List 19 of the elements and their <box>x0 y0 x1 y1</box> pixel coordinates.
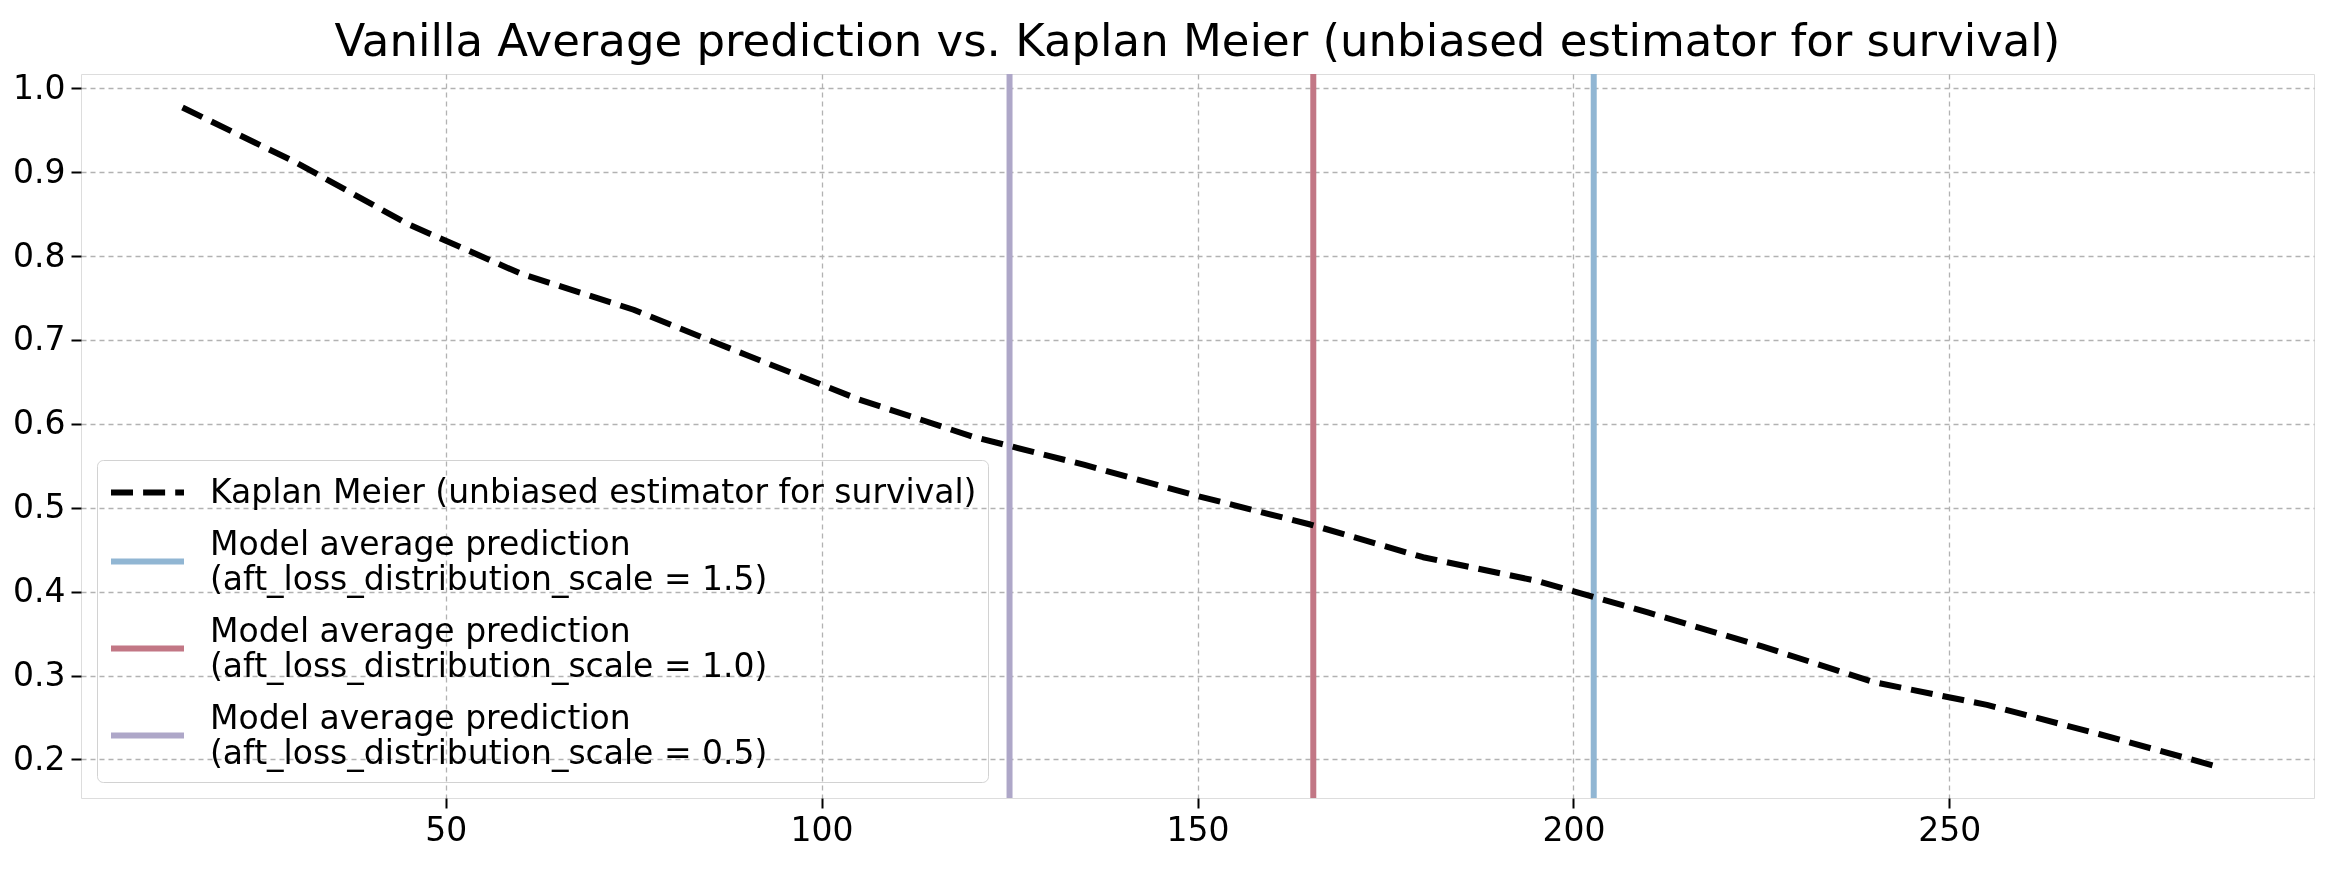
y-tick-label: 0.8 <box>13 235 66 275</box>
x-tick-label: 200 <box>1542 809 1606 849</box>
legend-label: Model average prediction (aft_loss_distribution_scale = 0.5) <box>210 697 768 772</box>
x-tick-label: 100 <box>790 809 854 849</box>
x-tick-label: 250 <box>1918 809 1982 849</box>
y-tick-label: 0.6 <box>13 403 66 443</box>
x-tick-label: 50 <box>425 809 468 849</box>
legend-label: Model average prediction (aft_loss_distribution_scale = 1.5) <box>210 523 768 598</box>
y-tick-label: 1.0 <box>13 67 66 107</box>
legend-label: Model average prediction (aft_loss_distribution_scale = 1.0) <box>210 610 768 685</box>
y-tick-label: 0.2 <box>13 738 66 778</box>
y-tick-label: 0.9 <box>13 151 66 191</box>
y-tick-label: 0.5 <box>13 487 66 527</box>
chart-title: Vanilla Average prediction vs. Kaplan Meier (unbiased estimator for survival) <box>334 14 2061 67</box>
x-tick-label: 150 <box>1166 809 1230 849</box>
y-tick-label: 0.7 <box>13 319 66 359</box>
legend-label: Kaplan Meier (unbiased estimator for survival) <box>210 471 977 511</box>
y-tick-label: 0.3 <box>13 655 66 695</box>
y-tick-label: 0.4 <box>13 571 66 611</box>
